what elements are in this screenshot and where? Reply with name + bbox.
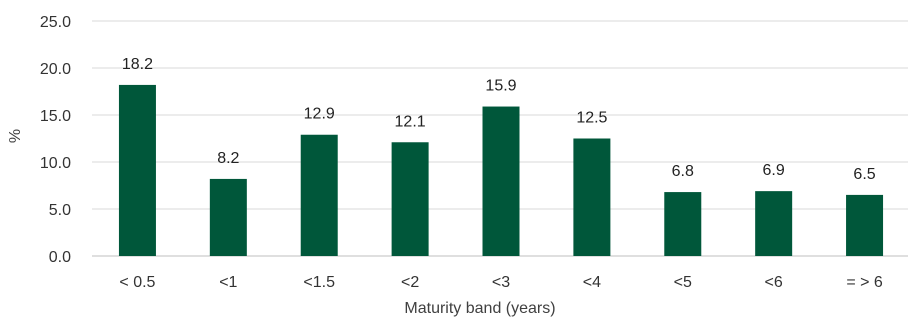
x-tick-label: <2 (401, 274, 419, 291)
y-axis-ticks: 0.0 5.0 10.0 15.0 20.0 25.0 (40, 14, 71, 266)
x-axis-ticks: < 0.5 <1 <1.5 <2 <3 <4 <5 <6 = > 6 (119, 274, 882, 291)
x-tick-label: <4 (583, 274, 601, 291)
y-axis-title: % (7, 129, 24, 143)
y-tick-label: 15.0 (40, 108, 71, 125)
data-label: 12.9 (304, 106, 335, 123)
x-tick-label: < 0.5 (119, 274, 155, 291)
bar (391, 142, 429, 256)
data-label: 6.8 (672, 163, 694, 180)
data-label: 6.9 (763, 162, 785, 179)
data-labels: 18.2 8.2 12.9 12.1 15.9 12.5 6.8 6.9 6.5 (122, 56, 876, 183)
x-tick-label: <3 (492, 274, 510, 291)
x-tick-label: <1.5 (303, 274, 335, 291)
y-tick-label: 0.0 (49, 249, 71, 266)
y-tick-label: 25.0 (40, 14, 71, 31)
data-label: 15.9 (485, 78, 516, 95)
bar (573, 138, 611, 256)
bar (664, 192, 702, 256)
y-tick-label: 20.0 (40, 61, 71, 78)
x-tick-label: <6 (765, 274, 783, 291)
bars (118, 84, 884, 256)
bar (482, 106, 520, 256)
data-label: 12.5 (576, 110, 607, 127)
bar (118, 84, 156, 256)
bar (846, 194, 884, 256)
bar (755, 191, 793, 256)
x-tick-label: = > 6 (846, 274, 883, 291)
data-label: 8.2 (217, 150, 239, 167)
bar (300, 134, 338, 256)
y-tick-label: 10.0 (40, 155, 71, 172)
bar (209, 178, 247, 256)
y-tick-label: 5.0 (49, 202, 71, 219)
x-tick-label: <1 (219, 274, 237, 291)
x-axis-title: Maturity band (years) (404, 300, 555, 317)
data-label: 18.2 (122, 56, 153, 73)
data-label: 6.5 (853, 166, 875, 183)
data-label: 12.1 (395, 113, 426, 130)
x-tick-label: <5 (674, 274, 692, 291)
